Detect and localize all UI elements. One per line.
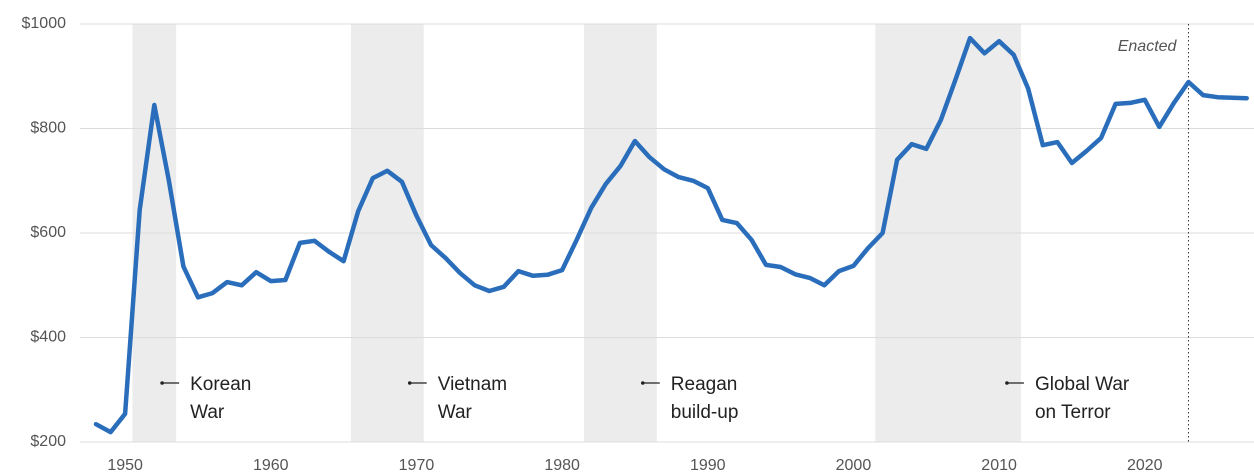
annotation-label: War (190, 402, 225, 423)
annotation-label: build-up (671, 402, 739, 423)
x-tick-label: 2000 (836, 457, 872, 474)
annotation-label: Vietnam (438, 374, 507, 395)
y-tick-label: $200 (30, 433, 66, 450)
y-tick-label: $1000 (22, 15, 67, 32)
y-tick-label: $800 (30, 120, 66, 137)
annotation-label: Global War (1035, 374, 1130, 395)
x-tick-label: 2010 (981, 457, 1017, 474)
x-tick-label: 1960 (253, 457, 289, 474)
annotation-label: Korean (190, 374, 251, 395)
y-tick-label: $400 (30, 329, 66, 346)
y-tick-label: $600 (30, 224, 66, 241)
annotation-label: War (438, 402, 473, 423)
x-tick-label: 1990 (690, 457, 726, 474)
line (93, 35, 1249, 435)
annotation-label: Reagan (671, 374, 738, 395)
x-tick-label: 1950 (107, 457, 143, 474)
x-tick-label: 2020 (1127, 457, 1163, 474)
x-tick-label: 1980 (544, 457, 580, 474)
reference-label: Enacted (1118, 38, 1178, 55)
x-tick-label: 1970 (399, 457, 435, 474)
annotation-label: on Terror (1035, 402, 1111, 423)
